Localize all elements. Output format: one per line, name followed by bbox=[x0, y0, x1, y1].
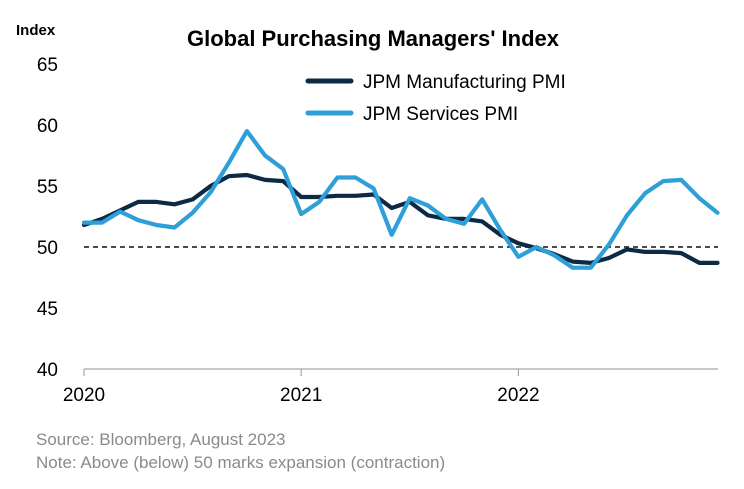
services-pmi-line bbox=[81, 129, 720, 270]
y-tick-label: 45 bbox=[37, 299, 58, 320]
y-axis-ticks: 40 45 50 55 60 65 bbox=[37, 55, 58, 381]
y-axis-label: Index bbox=[16, 22, 56, 39]
legend-label-services: JPM Services PMI bbox=[363, 104, 518, 125]
source-note: Source: Bloomberg, August 2023 bbox=[36, 430, 286, 449]
x-tick-label: 2021 bbox=[280, 385, 322, 406]
y-tick-label: 60 bbox=[37, 116, 58, 137]
x-tick-label: 2022 bbox=[497, 385, 539, 406]
manufacturing-pmi-line bbox=[81, 172, 720, 265]
y-tick-label: 65 bbox=[37, 55, 58, 76]
series-lines bbox=[81, 129, 720, 270]
x-tick-label: 2020 bbox=[63, 385, 105, 406]
chart-title: Global Purchasing Managers' Index bbox=[187, 26, 560, 51]
y-tick-label: 40 bbox=[37, 360, 58, 381]
y-tick-label: 55 bbox=[37, 177, 58, 198]
legend: JPM Manufacturing PMI JPM Services PMI bbox=[305, 72, 566, 125]
x-axis-ticks: 2020 2021 2022 bbox=[63, 369, 540, 406]
legend-label-manufacturing: JPM Manufacturing PMI bbox=[363, 72, 566, 93]
y-tick-label: 50 bbox=[37, 238, 58, 259]
footnote: Note: Above (below) 50 marks expansion (… bbox=[36, 453, 446, 472]
